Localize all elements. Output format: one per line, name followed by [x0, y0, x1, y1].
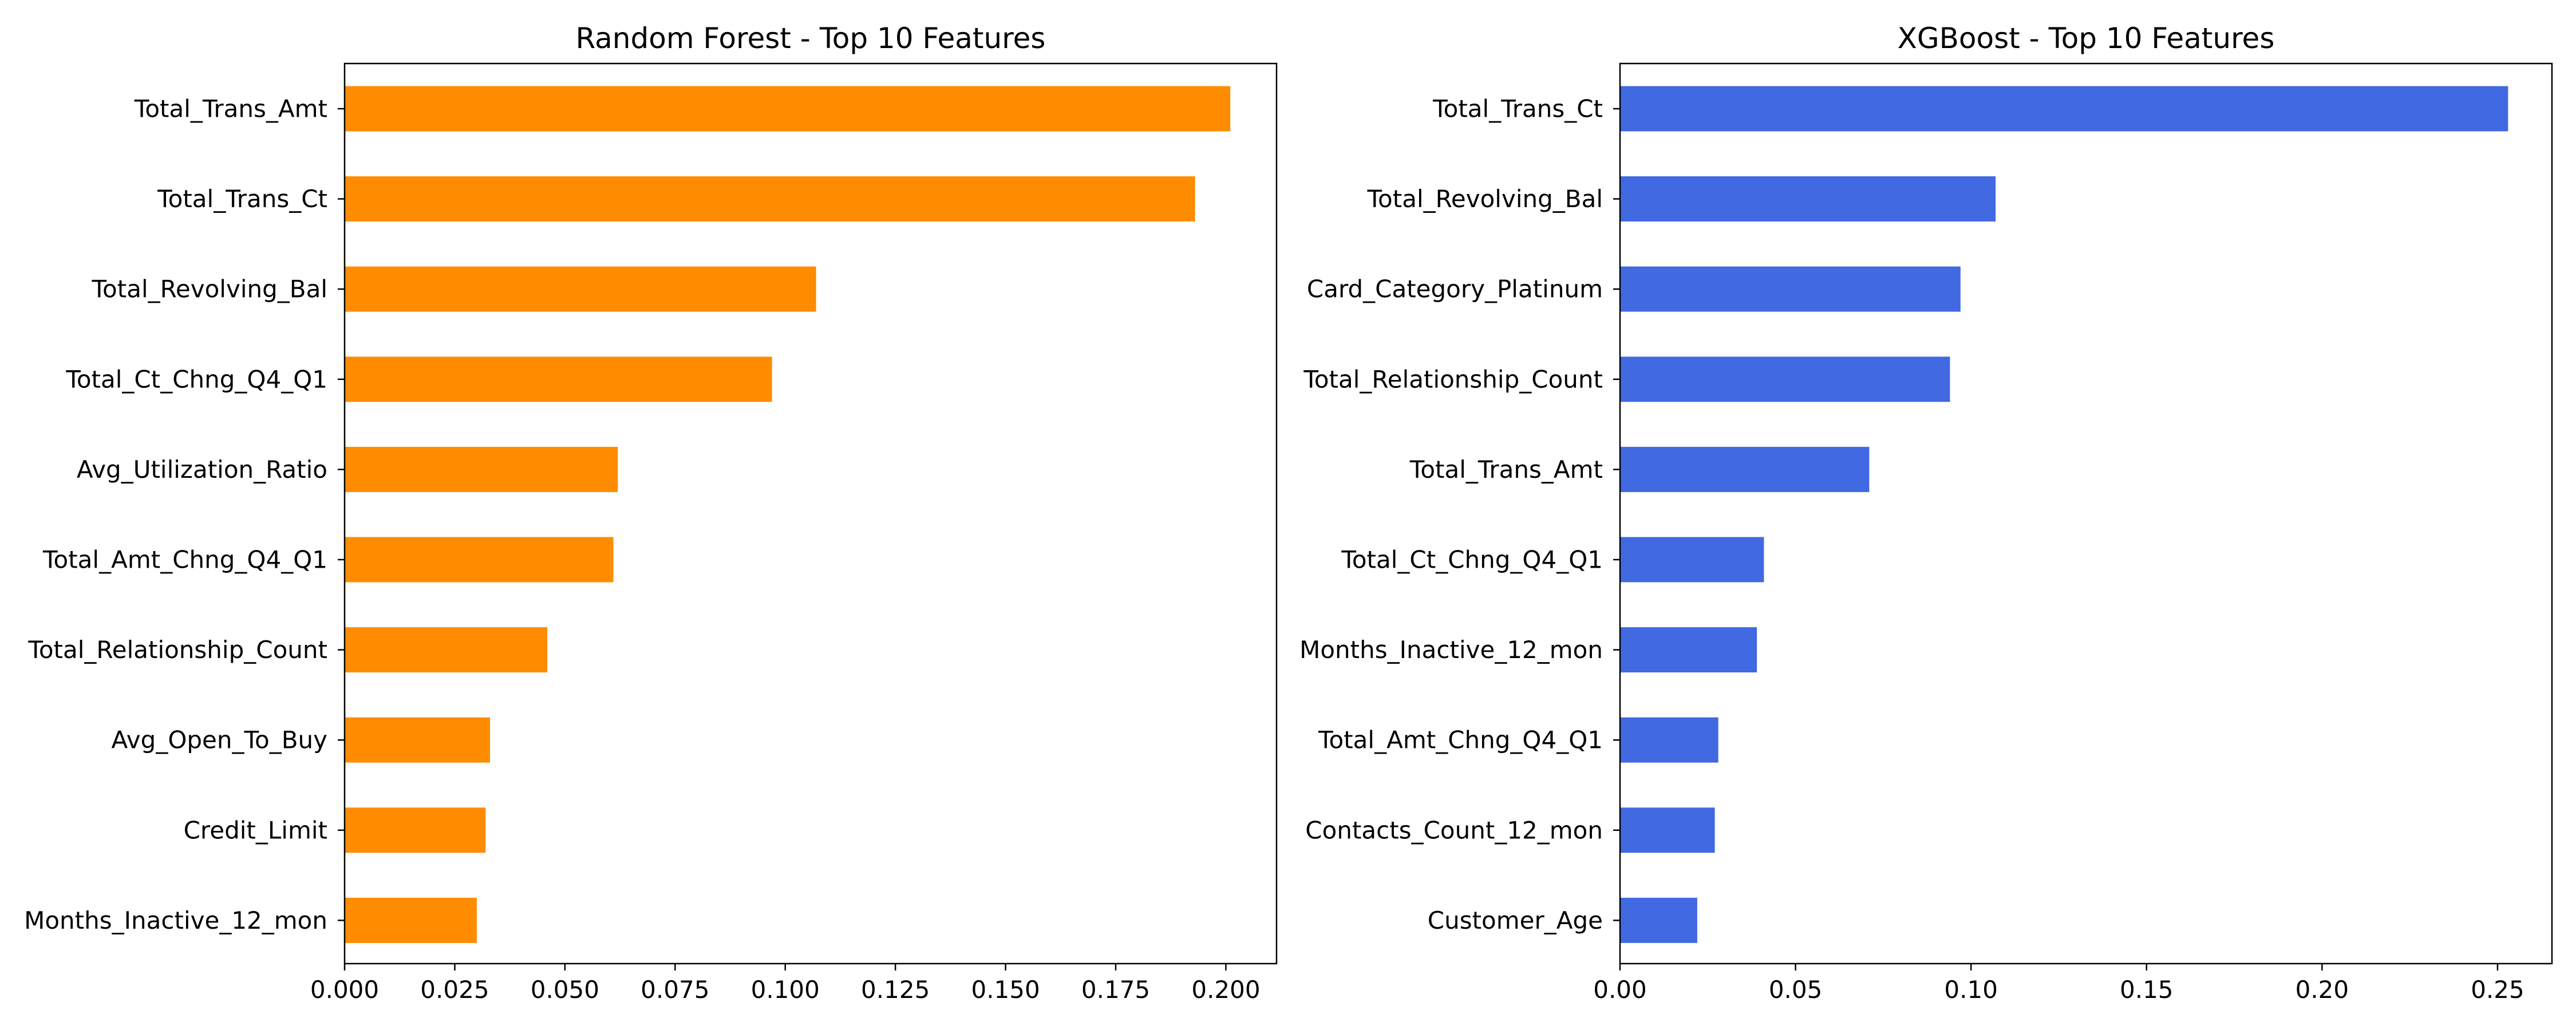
random-forest-x-tick-label: 0.200: [1191, 976, 1260, 1004]
xgboost-category-label: Total_Ct_Chng_Q4_Q1: [1341, 546, 1603, 574]
xgboost-bar: [1620, 266, 1961, 312]
random-forest-axes-frame: [343, 62, 1278, 965]
random-forest-x-axis: 0.000 0.025 0.050 0.075 0.100 0.125 0.150 0.175…: [310, 964, 1261, 1004]
random-forest-bar: [345, 356, 772, 402]
random-forest-x-tick-label: 0.175: [1081, 976, 1150, 1004]
random-forest-category-label: Total_Relationship_Count: [27, 636, 327, 664]
xgboost-axes-frame: [1619, 62, 2553, 965]
xgboost-x-tick-label: 0.10: [1944, 976, 1998, 1004]
xgboost-title: XGBoost - Top 10 Features: [1898, 22, 2275, 55]
random-forest-category-label: Avg_Utilization_Ratio: [77, 455, 327, 484]
random-forest-x-tick-label: 0.150: [971, 976, 1040, 1004]
random-forest-bar: [345, 86, 1231, 132]
random-forest-category-labels: Total_Trans_Amt Total_Trans_Ct Total_Revol…: [24, 95, 345, 934]
xgboost-x-tick-label: 0.25: [2471, 976, 2524, 1004]
xgboost-bar: [1620, 537, 1764, 583]
random-forest-bar: [345, 176, 1195, 222]
random-forest-bar: [345, 717, 491, 763]
xgboost-bar: [1620, 446, 1870, 492]
xgboost-bar: [1620, 356, 1950, 402]
random-forest-category-label: Total_Amt_Chng_Q4_Q1: [42, 546, 327, 574]
random-forest-bar: [345, 627, 548, 673]
xgboost-bar: [1620, 627, 1757, 673]
xgboost-bar: [1620, 176, 1996, 222]
xgboost-bars: [1620, 86, 2508, 943]
random-forest-category-label: Total_Ct_Chng_Q4_Q1: [65, 365, 327, 393]
xgboost-category-label: Contacts_Count_12_mon: [1305, 816, 1603, 844]
random-forest-bar: [345, 266, 816, 312]
random-forest-x-tick-label: 0.050: [531, 976, 599, 1004]
xgboost-category-label: Total_Trans_Amt: [1409, 455, 1603, 484]
random-forest-panel: Random Forest - Top 10 Features Total_Tr…: [24, 22, 1278, 1004]
random-forest-bar: [345, 897, 477, 943]
random-forest-x-tick-label: 0.000: [310, 976, 379, 1004]
xgboost-bar: [1620, 86, 2508, 132]
xgboost-x-axis: 0.00 0.05 0.10 0.15 0.20 0.25: [1593, 964, 2524, 1004]
xgboost-category-labels: Total_Trans_Ct Total_Revolving_Bal Card_Ca…: [1299, 95, 1620, 934]
random-forest-category-label: Months_Inactive_12_mon: [24, 906, 327, 934]
xgboost-bar: [1620, 807, 1715, 853]
xgboost-category-label: Total_Revolving_Bal: [1367, 185, 1603, 213]
xgboost-bar: [1620, 717, 1718, 763]
xgboost-x-tick-label: 0.05: [1769, 976, 1823, 1004]
random-forest-bars: [345, 86, 1231, 943]
random-forest-x-tick-label: 0.125: [861, 976, 930, 1004]
random-forest-category-label: Credit_Limit: [184, 816, 327, 844]
random-forest-category-label: Total_Revolving_Bal: [92, 275, 327, 303]
xgboost-x-tick-label: 0.00: [1593, 976, 1647, 1004]
random-forest-title: Random Forest - Top 10 Features: [576, 22, 1046, 55]
random-forest-bar: [345, 446, 618, 492]
xgboost-category-label: Months_Inactive_12_mon: [1299, 636, 1603, 664]
xgboost-category-label: Total_Trans_Ct: [1432, 95, 1603, 123]
random-forest-x-tick-label: 0.025: [420, 976, 489, 1004]
random-forest-bar: [345, 537, 614, 583]
xgboost-category-label: Customer_Age: [1428, 906, 1603, 934]
random-forest-bar: [345, 807, 486, 853]
xgboost-x-tick-label: 0.15: [2120, 976, 2174, 1004]
xgboost-category-label: Card_Category_Platinum: [1307, 275, 1603, 303]
xgboost-x-tick-label: 0.20: [2296, 976, 2349, 1004]
random-forest-category-label: Total_Trans_Amt: [134, 95, 327, 123]
xgboost-category-label: Total_Amt_Chng_Q4_Q1: [1318, 726, 1603, 754]
random-forest-x-tick-label: 0.100: [751, 976, 820, 1004]
xgboost-bar: [1620, 897, 1697, 943]
xgboost-category-label: Total_Relationship_Count: [1303, 365, 1603, 393]
random-forest-category-label: Total_Trans_Ct: [157, 185, 327, 213]
random-forest-category-label: Avg_Open_To_Buy: [112, 726, 327, 754]
random-forest-x-tick-label: 0.075: [641, 976, 709, 1004]
xgboost-panel: XGBoost - Top 10 Features Total_Trans_Ct…: [1299, 22, 2553, 1004]
